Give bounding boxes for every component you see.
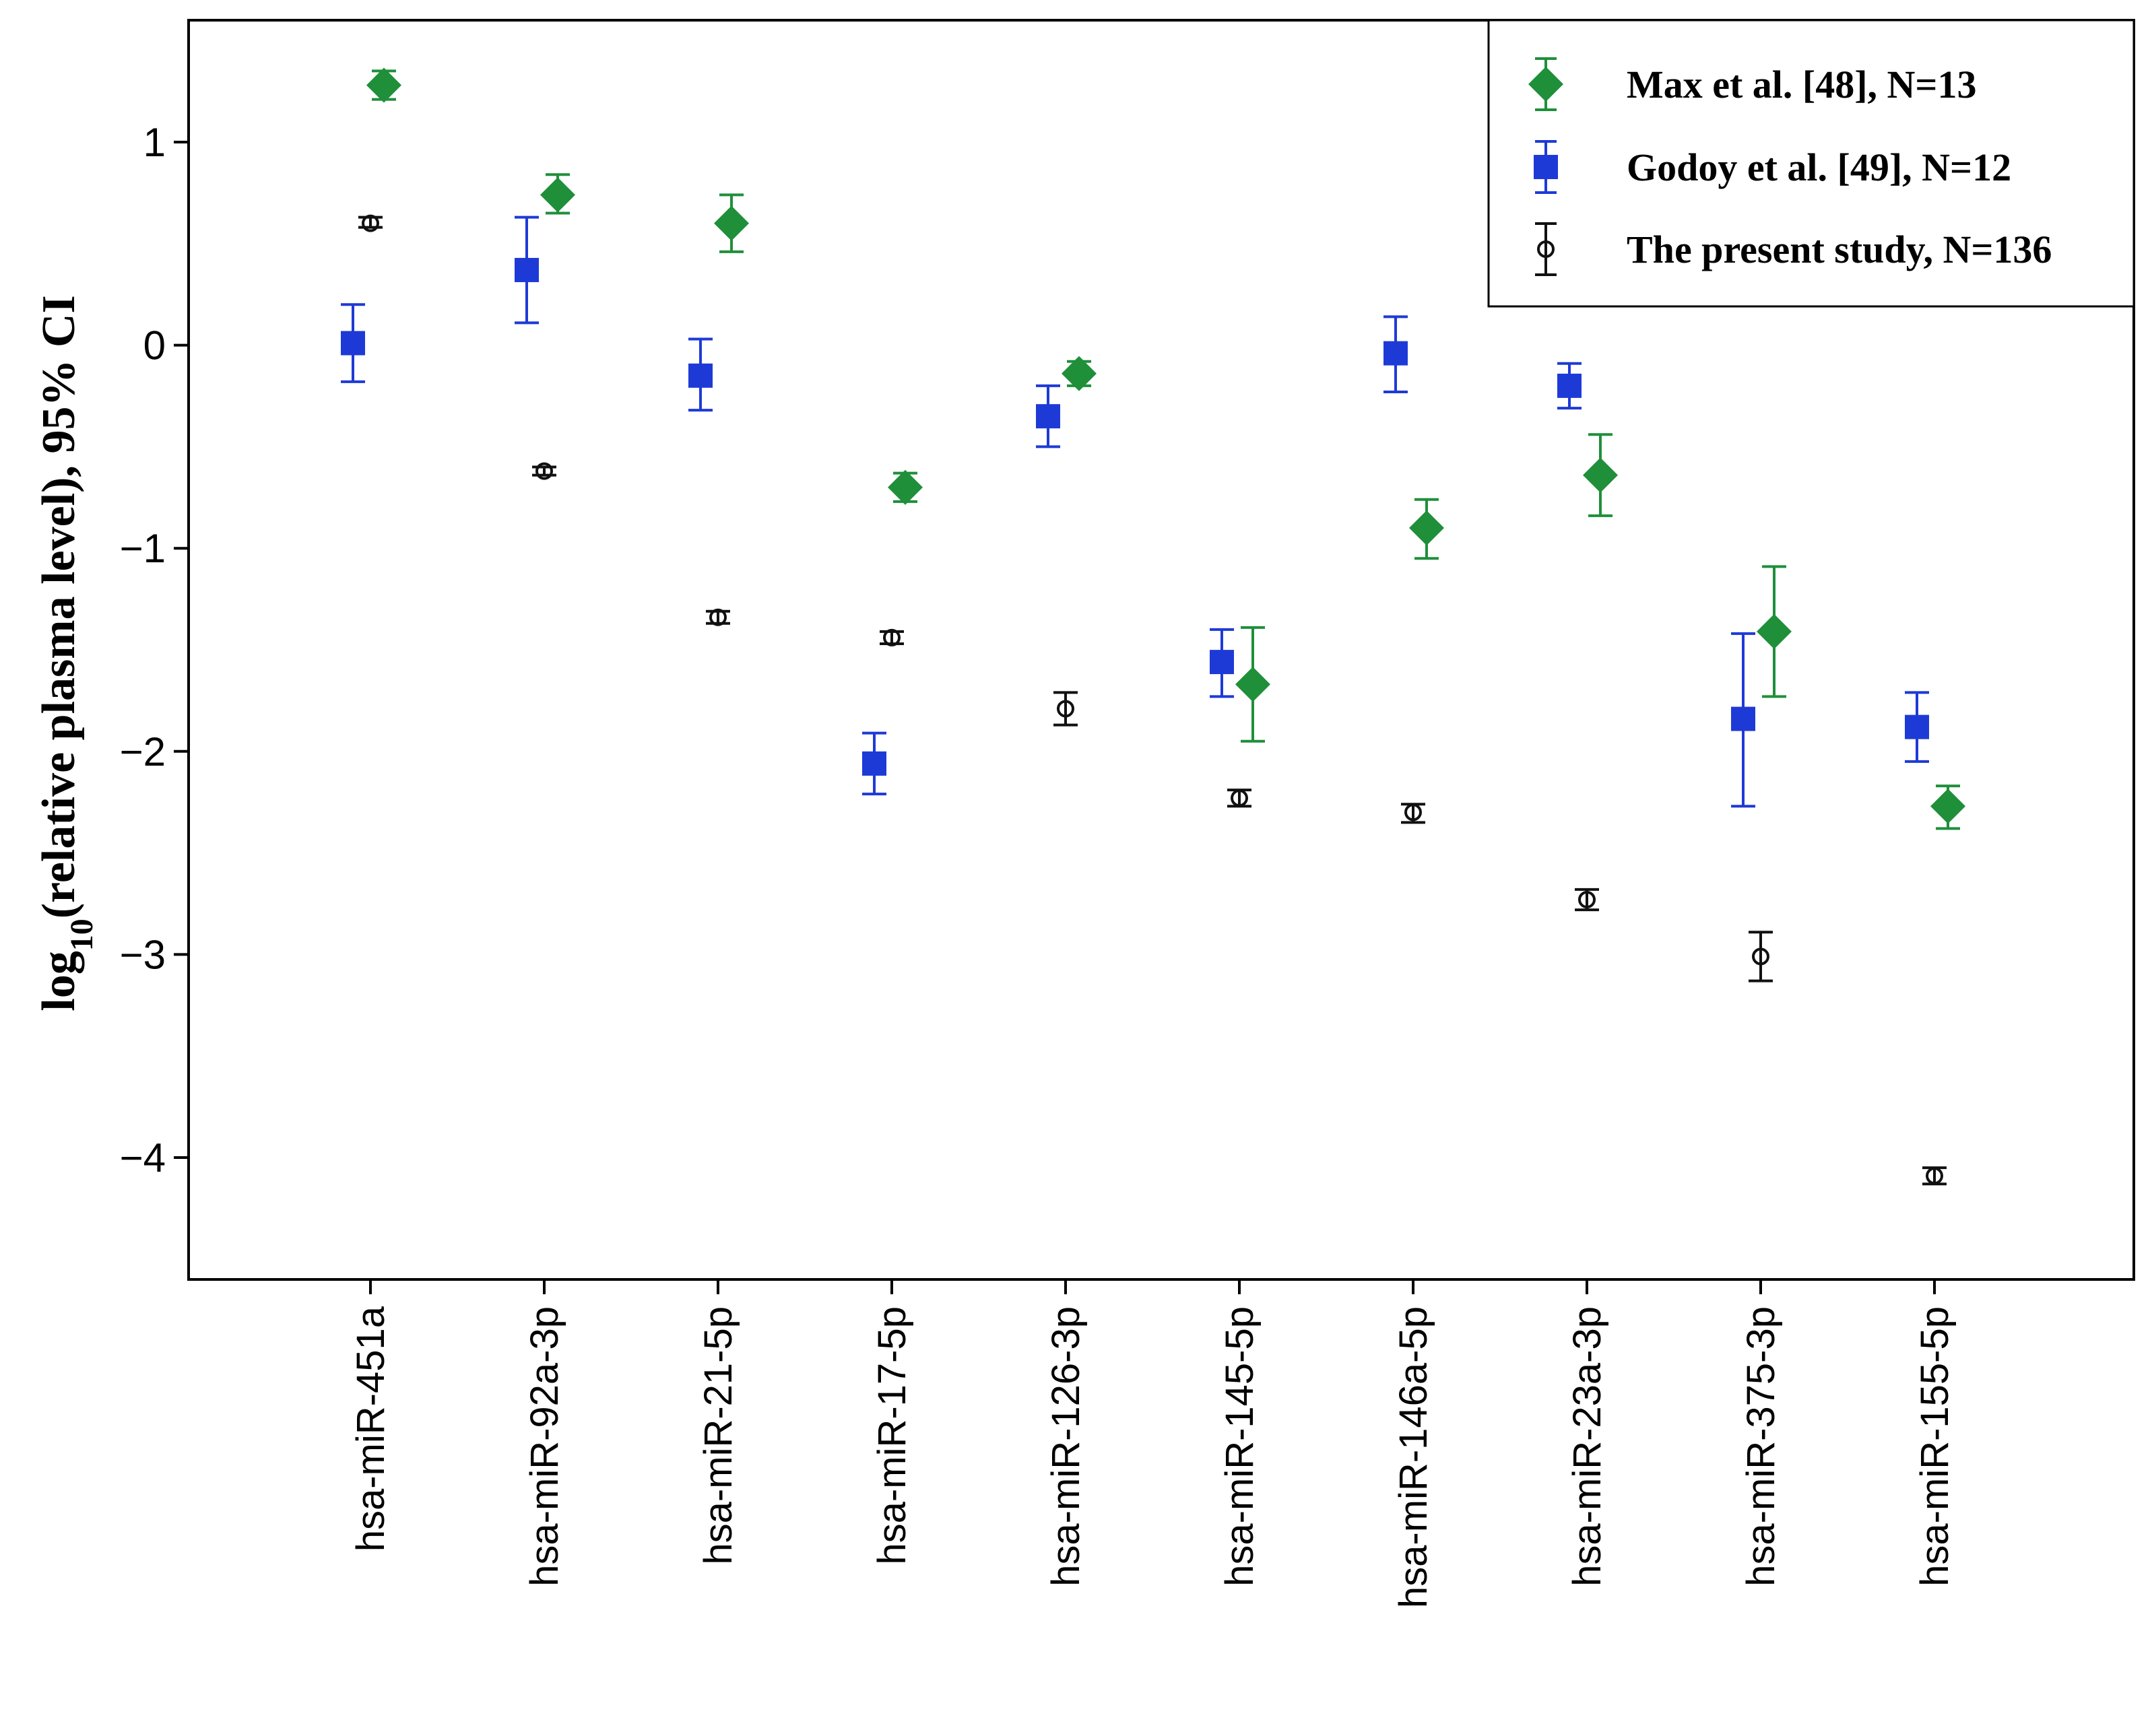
data-point	[1404, 803, 1422, 822]
data-point	[1930, 789, 1965, 824]
data-point	[1926, 1167, 1943, 1185]
data-point	[888, 469, 923, 505]
series-layer	[341, 67, 1965, 1186]
data-point	[341, 331, 365, 356]
legend-marker	[1537, 240, 1555, 258]
data-point	[1757, 613, 1792, 649]
data-point	[1062, 356, 1097, 391]
legend-label-godoy: Godoy et al. [49], N=12	[1627, 145, 2011, 189]
data-point	[540, 177, 575, 213]
data-point	[535, 462, 553, 480]
legend: Max et al. [48], N=13 Godoy et al. [49],…	[1487, 19, 2135, 308]
legend-marker	[1528, 67, 1563, 102]
x-tick-label: hsa-miR-146a-5p	[1392, 1306, 1435, 1608]
y-tick-label: 0	[143, 323, 166, 368]
plot-area	[187, 19, 2135, 1281]
data-point	[1583, 457, 1618, 493]
data-point	[1210, 650, 1234, 675]
x-tick-label: hsa-miR-375-3p	[1739, 1306, 1783, 1587]
y-tick-label: −3	[120, 932, 166, 977]
y-tick-label: −2	[120, 729, 166, 774]
data-point	[883, 628, 901, 646]
y-axis-label-prefix: log	[33, 951, 85, 1011]
data-point	[1383, 341, 1408, 366]
data-point	[515, 257, 539, 282]
series-0	[366, 67, 1965, 830]
y-axis-label-suffix: (relative plasma level), 95% CI	[33, 295, 85, 919]
data-point	[1731, 706, 1755, 731]
data-point	[1235, 667, 1270, 702]
legend-box	[1487, 19, 2135, 308]
data-point	[714, 205, 749, 241]
data-point	[1057, 700, 1074, 718]
y-axis: 1 0 −1 −2 −3 −4	[120, 120, 189, 1180]
x-tick-label: hsa-miR-451a	[349, 1306, 393, 1551]
x-tick-label: hsa-miR-21-5p	[696, 1306, 740, 1565]
data-point	[1752, 947, 1769, 966]
data-point	[1231, 789, 1248, 807]
x-tick-label: hsa-miR-23a-3p	[1565, 1306, 1609, 1587]
data-point	[1409, 510, 1444, 546]
x-tick-label: hsa-miR-92a-3p	[523, 1306, 566, 1587]
series-1	[341, 215, 1929, 808]
legend-markers	[1528, 57, 1563, 276]
data-point	[1905, 714, 1929, 739]
legend-label-present-study: The present study, N=136	[1627, 228, 2052, 271]
x-tick-label: hsa-miR-155-5p	[1913, 1306, 1957, 1587]
data-point	[1036, 404, 1060, 429]
x-tick-label: hsa-miR-17-5p	[870, 1306, 914, 1565]
y-axis-label-subscript: 10	[64, 919, 100, 951]
x-tick-label: hsa-miR-126-3p	[1044, 1306, 1088, 1587]
data-point	[366, 67, 401, 103]
data-point	[1557, 373, 1582, 398]
legend-label-max: Max et al. [48], N=13	[1627, 63, 1976, 106]
y-axis-label: log10(relative plasma level), 95% CI	[33, 295, 100, 1011]
y-tick-label: 1	[143, 120, 166, 165]
data-point	[709, 608, 727, 626]
series-2	[358, 214, 1947, 1186]
x-axis: hsa-miR-451a hsa-miR-92a-3p hsa-miR-21-5p h…	[349, 1279, 1957, 1608]
data-point	[862, 751, 886, 776]
x-tick-label: hsa-miR-145-5p	[1218, 1306, 1262, 1587]
data-point	[362, 214, 379, 232]
y-tick-label: −1	[120, 526, 166, 571]
data-point	[688, 363, 713, 388]
data-point	[1578, 890, 1596, 908]
legend-marker	[1534, 155, 1558, 179]
y-tick-label: −4	[120, 1135, 166, 1180]
